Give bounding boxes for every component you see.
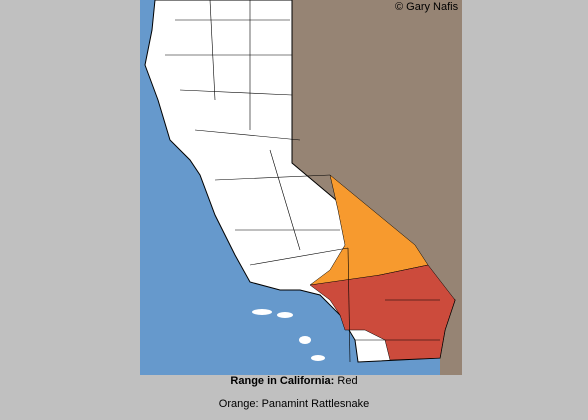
caption-label: Range in California: bbox=[230, 375, 335, 387]
red-range bbox=[309, 264, 456, 361]
credit: © Gary Nafis bbox=[395, 1, 459, 13]
county-lines bbox=[165, 0, 440, 363]
range-map: © Gary Nafis bbox=[140, 0, 462, 375]
islands bbox=[252, 309, 325, 361]
caption-value: Red bbox=[337, 375, 358, 387]
caption: Range in California: Red bbox=[0, 375, 588, 387]
note: Orange: Panamint Rattlesnake bbox=[218, 398, 370, 410]
nevada-land bbox=[292, 0, 462, 375]
